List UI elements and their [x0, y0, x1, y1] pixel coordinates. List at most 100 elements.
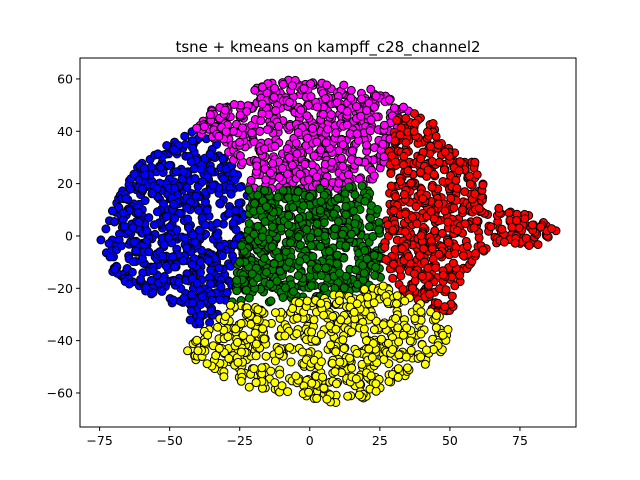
scatter-point-cluster-0 [235, 182, 245, 192]
scatter-point-cluster-1 [371, 91, 381, 101]
scatter-point-cluster-4 [431, 311, 441, 320]
scatter-point-cluster-0 [206, 279, 215, 289]
scatter-point-cluster-2 [253, 190, 263, 200]
scatter-point-cluster-1 [252, 161, 262, 171]
scatter-point-cluster-1 [352, 102, 361, 111]
scatter-point-cluster-3 [470, 157, 480, 167]
scatter-point-cluster-4 [311, 335, 321, 345]
scatter-point-cluster-3 [469, 223, 479, 233]
scatter-point-cluster-3 [521, 233, 531, 243]
scatter-point-cluster-3 [430, 226, 440, 236]
scatter-point-cluster-4 [292, 313, 302, 323]
scatter-point-cluster-4 [275, 369, 285, 379]
scatter-point-cluster-3 [380, 242, 390, 252]
scatter-point-cluster-0 [221, 164, 231, 174]
scatter-point-cluster-4 [312, 393, 322, 403]
scatter-point-cluster-4 [221, 312, 230, 321]
scatter-point-cluster-1 [369, 102, 379, 112]
scatter-point-cluster-3 [458, 251, 468, 261]
scatter-point-cluster-4 [223, 332, 233, 342]
scatter-point-cluster-4 [367, 353, 377, 362]
scatter-point-cluster-4 [443, 325, 453, 334]
scatter-point-cluster-0 [168, 252, 178, 262]
y-tick-label: −20 [47, 281, 73, 296]
scatter-point-cluster-4 [420, 359, 430, 369]
scatter-point-cluster-1 [303, 133, 312, 143]
scatter-point-cluster-2 [341, 241, 351, 251]
scatter-point-cluster-3 [478, 180, 488, 190]
scatter-point-cluster-1 [269, 92, 279, 102]
scatter-point-cluster-3 [434, 199, 443, 209]
scatter-point-cluster-4 [224, 354, 234, 363]
scatter-point-cluster-3 [419, 244, 429, 254]
scatter-point-cluster-2 [262, 267, 271, 277]
scatter-point-cluster-3 [408, 212, 417, 222]
scatter-point-cluster-1 [357, 94, 367, 104]
scatter-point-cluster-4 [398, 330, 408, 340]
scatter-point-cluster-4 [307, 378, 317, 388]
scatter-point-cluster-3 [507, 222, 517, 232]
scatter-point-cluster-0 [184, 223, 193, 233]
scatter-point-cluster-1 [270, 83, 280, 93]
scatter-point-cluster-3 [381, 255, 391, 264]
scatter-point-cluster-2 [352, 279, 362, 289]
scatter-point-cluster-4 [357, 359, 367, 369]
scatter-point-cluster-3 [443, 237, 453, 247]
scatter-point-cluster-0 [107, 206, 117, 216]
scatter-point-cluster-4 [331, 324, 341, 334]
scatter-point-cluster-3 [465, 179, 475, 189]
scatter-point-cluster-1 [270, 141, 280, 151]
scatter-point-cluster-0 [159, 199, 168, 209]
scatter-point-cluster-1 [257, 82, 267, 92]
scatter-point-cluster-3 [425, 289, 435, 299]
scatter-point-cluster-0 [164, 160, 174, 170]
scatter-point-cluster-2 [244, 219, 254, 228]
scatter-point-cluster-2 [257, 232, 267, 242]
scatter-point-cluster-3 [460, 187, 470, 197]
scatter-point-cluster-1 [260, 144, 270, 154]
scatter-point-cluster-4 [297, 347, 307, 357]
scatter-point-cluster-1 [256, 116, 266, 126]
scatter-point-cluster-4 [376, 334, 386, 344]
scatter-point-cluster-3 [439, 165, 449, 175]
scatter-point-cluster-4 [326, 340, 335, 350]
scatter-point-cluster-4 [252, 315, 262, 325]
scatter-point-cluster-0 [204, 256, 214, 266]
scatter-point-cluster-2 [374, 225, 384, 235]
scatter-point-cluster-0 [186, 157, 196, 167]
scatter-point-cluster-4 [261, 351, 271, 361]
scatter-point-cluster-2 [346, 229, 356, 239]
scatter-point-cluster-0 [119, 222, 129, 232]
scatter-point-cluster-1 [321, 94, 330, 104]
scatter-point-cluster-1 [327, 157, 337, 167]
scatter-point-cluster-1 [229, 100, 239, 109]
scatter-point-cluster-3 [390, 136, 400, 146]
scatter-point-cluster-2 [332, 259, 342, 269]
scatter-point-cluster-0 [208, 180, 218, 190]
scatter-point-cluster-1 [304, 175, 314, 185]
scatter-point-cluster-1 [342, 107, 352, 116]
scatter-point-cluster-2 [316, 271, 326, 280]
scatter-point-cluster-2 [368, 232, 378, 241]
scatter-point-cluster-3 [400, 209, 410, 219]
scatter-point-cluster-0 [234, 198, 244, 208]
scatter-point-cluster-2 [366, 213, 375, 223]
chart-title: tsne + kmeans on kampff_c28_channel2 [175, 38, 480, 57]
scatter-point-cluster-2 [373, 205, 382, 214]
scatter-point-cluster-2 [261, 202, 271, 212]
scatter-point-cluster-4 [379, 320, 388, 330]
scatter-point-cluster-4 [334, 296, 344, 306]
scatter-point-cluster-4 [351, 374, 361, 384]
scatter-point-cluster-4 [369, 298, 379, 308]
scatter-point-cluster-2 [302, 225, 312, 235]
scatter-point-cluster-1 [312, 137, 322, 147]
scatter-point-cluster-1 [379, 120, 389, 130]
scatter-point-cluster-1 [296, 105, 306, 115]
scatter-point-cluster-3 [450, 249, 460, 258]
scatter-point-cluster-4 [258, 324, 268, 334]
scatter-point-cluster-3 [499, 237, 509, 247]
scatter-point-cluster-0 [231, 225, 241, 235]
scatter-point-cluster-4 [431, 323, 441, 333]
scatter-point-cluster-3 [533, 240, 543, 250]
scatter-point-cluster-4 [319, 310, 329, 320]
